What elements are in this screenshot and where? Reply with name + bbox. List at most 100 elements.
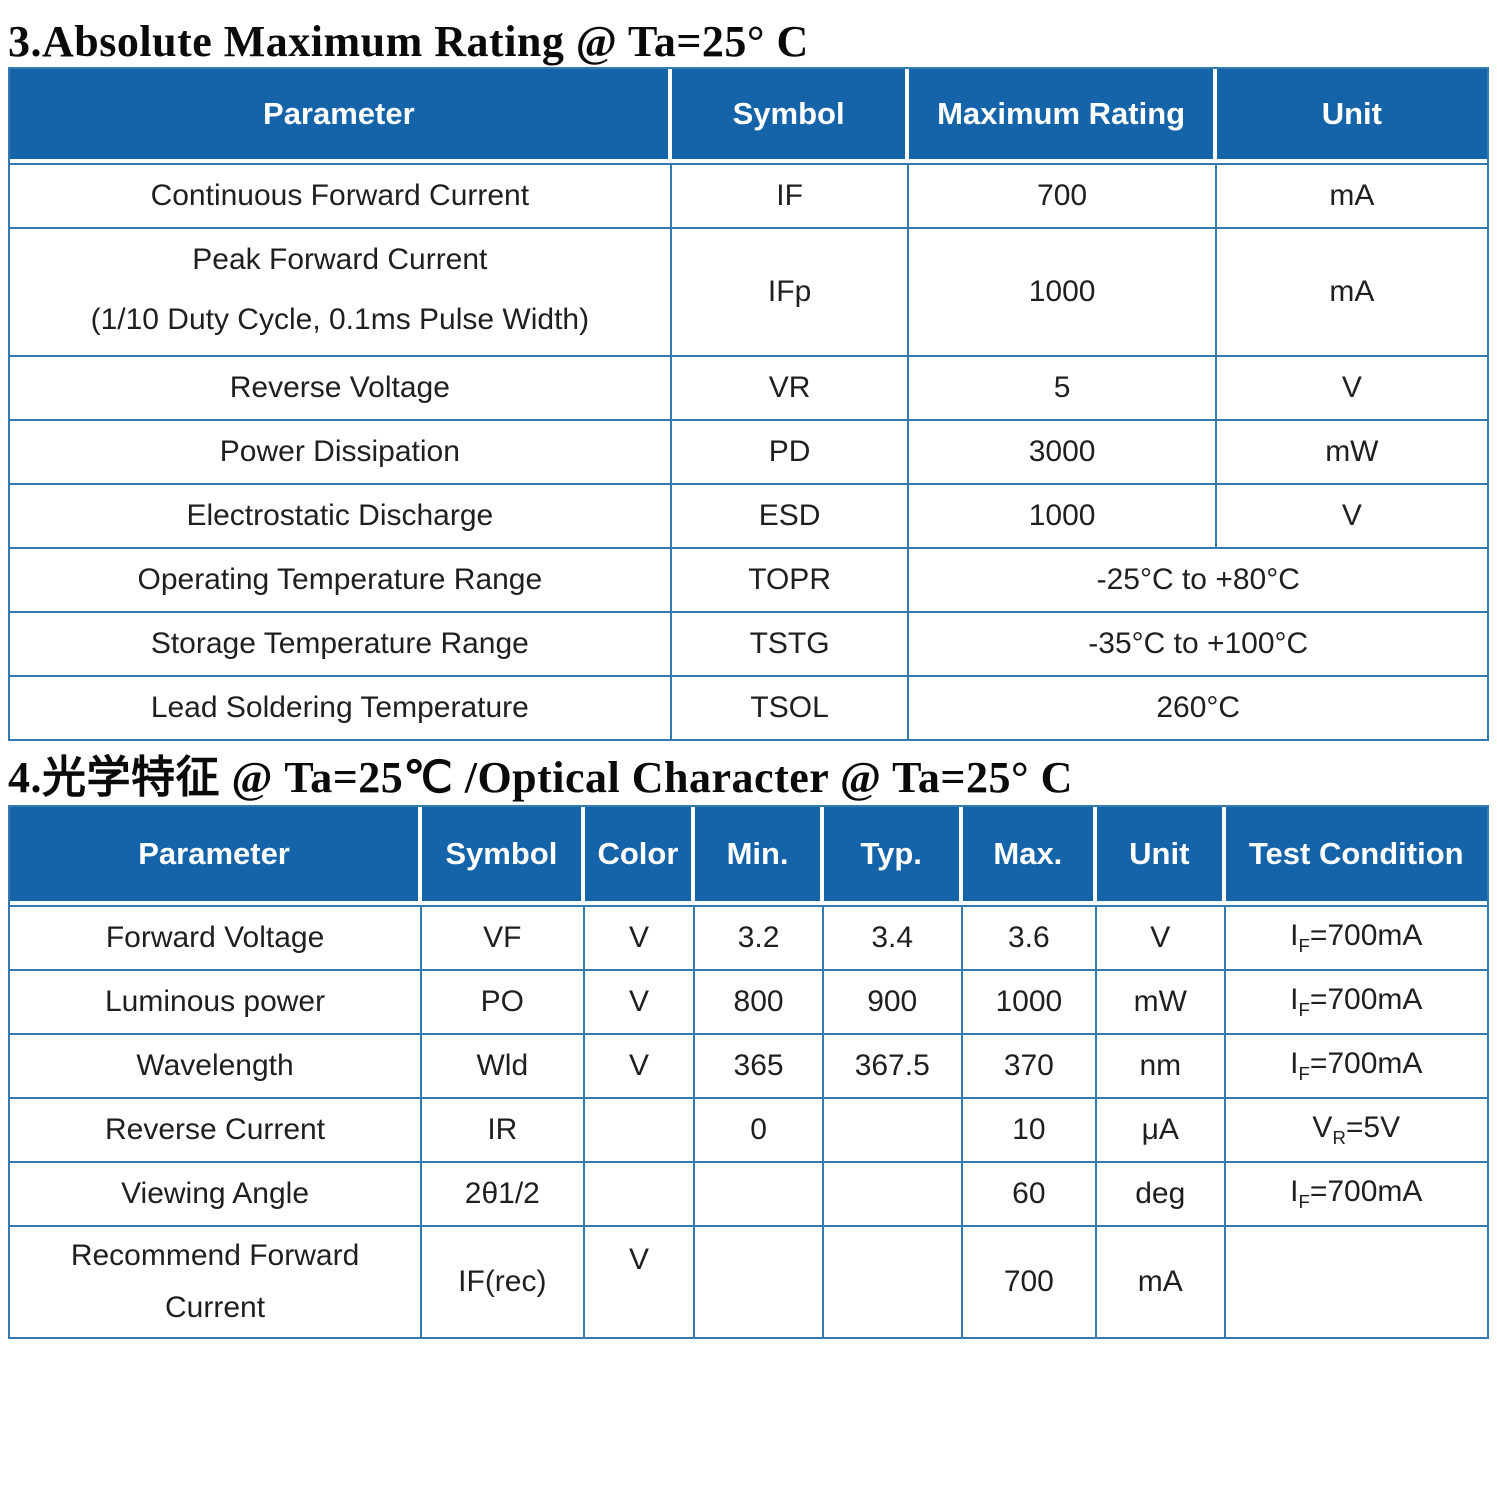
typ-cell: 3.4 bbox=[823, 905, 963, 969]
min-cell: 0 bbox=[695, 1097, 824, 1161]
symbol-cell: IR bbox=[422, 1097, 585, 1161]
unit-cell: V bbox=[1097, 905, 1226, 969]
max-rating-table: Parameter Symbol Maximum Rating Unit Con… bbox=[8, 67, 1489, 741]
unit-cell: mW bbox=[1216, 419, 1487, 483]
max-cell: 700 bbox=[962, 1225, 1098, 1337]
min-cell bbox=[695, 1225, 824, 1337]
color-cell: V bbox=[584, 905, 696, 969]
unit-cell: V bbox=[1216, 483, 1487, 547]
parameter-cell: Storage Temperature Range bbox=[10, 611, 672, 675]
table-row: Peak Forward Current (1/10 Duty Cycle, 0… bbox=[10, 227, 1487, 355]
column-header-min: Min. bbox=[695, 807, 824, 905]
rating-merged-cell: 260°C bbox=[909, 675, 1487, 739]
column-header-unit: Unit bbox=[1097, 807, 1226, 905]
table-row: Lead Soldering Temperature TSOL 260°C bbox=[10, 675, 1487, 739]
max-cell: 1000 bbox=[962, 969, 1098, 1033]
table-row: Viewing Angle 2θ1/2 60 deg IF=700mA bbox=[10, 1161, 1487, 1225]
color-cell: V bbox=[584, 1225, 696, 1337]
parameter-cell: Forward Voltage bbox=[10, 905, 423, 969]
section-3-title: 3.Absolute Maximum Rating @ Ta=25° C bbox=[8, 17, 809, 66]
table-row: Power Dissipation PD 3000 mW bbox=[10, 419, 1487, 483]
typ-cell: 367.5 bbox=[823, 1033, 963, 1097]
test-condition-cell: IF=700mA bbox=[1225, 1033, 1487, 1097]
parameter-cell: Power Dissipation bbox=[10, 419, 672, 483]
optical-header-row: Parameter Symbol Color Min. Typ. Max. Un… bbox=[10, 807, 1487, 905]
rating-cell: 700 bbox=[909, 163, 1217, 227]
color-cell: V bbox=[584, 969, 696, 1033]
symbol-cell: PD bbox=[671, 419, 910, 483]
table-row: Storage Temperature Range TSTG -35°C to … bbox=[10, 611, 1487, 675]
unit-cell: V bbox=[1216, 355, 1487, 419]
max-cell: 60 bbox=[962, 1161, 1098, 1225]
parameter-cell: Reverse Current bbox=[10, 1097, 423, 1161]
column-header-unit: Unit bbox=[1216, 69, 1487, 163]
datasheet-page: 3.Absolute Maximum Rating @ Ta=25° C Par… bbox=[8, 17, 1489, 1339]
typ-cell bbox=[823, 1225, 963, 1337]
test-condition-cell: VR=5V bbox=[1225, 1097, 1487, 1161]
table-row: Reverse Current IR 0 10 μA VR=5V bbox=[10, 1097, 1487, 1161]
symbol-cell: VR bbox=[671, 355, 910, 419]
column-header-max: Max. bbox=[962, 807, 1098, 905]
rating-cell: 3000 bbox=[909, 419, 1217, 483]
column-header-test-condition: Test Condition bbox=[1225, 807, 1487, 905]
parameter-cell: Viewing Angle bbox=[10, 1161, 423, 1225]
min-cell: 365 bbox=[695, 1033, 824, 1097]
test-condition-cell: IF=700mA bbox=[1225, 969, 1487, 1033]
unit-cell: mA bbox=[1097, 1225, 1226, 1337]
symbol-cell: PO bbox=[422, 969, 585, 1033]
rating-cell: 1000 bbox=[909, 227, 1217, 355]
min-cell: 800 bbox=[695, 969, 824, 1033]
column-header-parameter: Parameter bbox=[10, 807, 423, 905]
test-condition-cell: IF=700mA bbox=[1225, 1161, 1487, 1225]
table-row: Wavelength Wld V 365 367.5 370 nm IF=700… bbox=[10, 1033, 1487, 1097]
symbol-cell: TSTG bbox=[671, 611, 910, 675]
column-header-maximum-rating: Maximum Rating bbox=[909, 69, 1217, 163]
symbol-cell: VF bbox=[422, 905, 585, 969]
parameter-cell: Recommend Forward Current bbox=[10, 1225, 423, 1337]
table-row: Operating Temperature Range TOPR -25°C t… bbox=[10, 547, 1487, 611]
color-cell bbox=[584, 1161, 696, 1225]
parameter-cell: Reverse Voltage bbox=[10, 355, 672, 419]
optical-character-table: Parameter Symbol Color Min. Typ. Max. Un… bbox=[8, 805, 1489, 1339]
typ-cell bbox=[823, 1097, 963, 1161]
section-4-title: 4.光学特征 @ Ta=25℃ /Optical Character @ Ta=… bbox=[8, 753, 1073, 802]
unit-cell: deg bbox=[1097, 1161, 1226, 1225]
table-row: Continuous Forward Current IF 700 mA bbox=[10, 163, 1487, 227]
column-header-parameter: Parameter bbox=[10, 69, 672, 163]
rating-merged-cell: -35°C to +100°C bbox=[909, 611, 1487, 675]
max-cell: 3.6 bbox=[962, 905, 1098, 969]
unit-cell: mW bbox=[1097, 969, 1226, 1033]
rating-cell: 5 bbox=[909, 355, 1217, 419]
test-condition-cell bbox=[1225, 1225, 1487, 1337]
table-row: Luminous power PO V 800 900 1000 mW IF=7… bbox=[10, 969, 1487, 1033]
rating-cell: 1000 bbox=[909, 483, 1217, 547]
symbol-cell: IF bbox=[671, 163, 910, 227]
parameter-cell: Peak Forward Current (1/10 Duty Cycle, 0… bbox=[10, 227, 672, 355]
color-cell: V bbox=[584, 1033, 696, 1097]
typ-cell bbox=[823, 1161, 963, 1225]
symbol-cell: Wld bbox=[422, 1033, 585, 1097]
max-cell: 370 bbox=[962, 1033, 1098, 1097]
parameter-cell: Operating Temperature Range bbox=[10, 547, 672, 611]
symbol-cell: 2θ1/2 bbox=[422, 1161, 585, 1225]
symbol-cell: TOPR bbox=[671, 547, 910, 611]
unit-cell: nm bbox=[1097, 1033, 1226, 1097]
table-row: Forward Voltage VF V 3.2 3.4 3.6 V IF=70… bbox=[10, 905, 1487, 969]
column-header-symbol: Symbol bbox=[422, 807, 585, 905]
parameter-cell: Lead Soldering Temperature bbox=[10, 675, 672, 739]
table-row: Electrostatic Discharge ESD 1000 V bbox=[10, 483, 1487, 547]
table-row: Reverse Voltage VR 5 V bbox=[10, 355, 1487, 419]
typ-cell: 900 bbox=[823, 969, 963, 1033]
min-cell bbox=[695, 1161, 824, 1225]
column-header-color: Color bbox=[584, 807, 696, 905]
symbol-cell: ESD bbox=[671, 483, 910, 547]
parameter-note: (1/10 Duty Cycle, 0.1ms Pulse Width) bbox=[90, 303, 590, 336]
parameter-line: Peak Forward Current bbox=[192, 243, 488, 276]
max-cell: 10 bbox=[962, 1097, 1098, 1161]
column-header-symbol: Symbol bbox=[671, 69, 910, 163]
unit-cell: mA bbox=[1216, 227, 1487, 355]
unit-cell: μA bbox=[1097, 1097, 1226, 1161]
unit-cell: mA bbox=[1216, 163, 1487, 227]
symbol-cell: TSOL bbox=[671, 675, 910, 739]
parameter-cell: Wavelength bbox=[10, 1033, 423, 1097]
